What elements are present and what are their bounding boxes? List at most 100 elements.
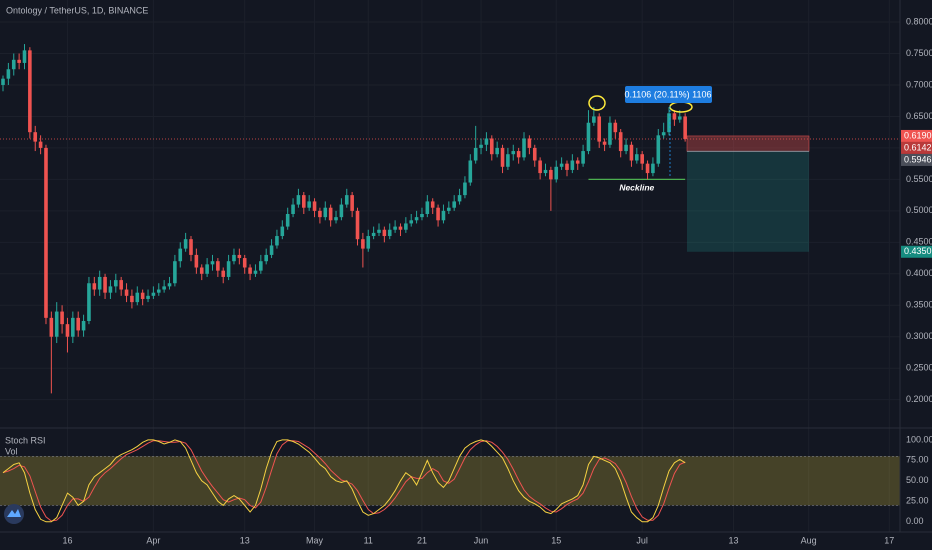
x-tick-label: Apr	[146, 535, 160, 545]
y-tick-label: 0.4500	[906, 237, 932, 247]
candle-body	[361, 239, 365, 249]
candle-body	[189, 239, 193, 255]
candle-body	[468, 160, 473, 183]
candle-body	[285, 214, 290, 227]
candle-body	[1, 78, 5, 85]
stoch-line	[2, 439, 686, 523]
candle-body	[124, 289, 129, 296]
candle-body	[538, 160, 542, 174]
candle-body	[377, 229, 381, 233]
y-tick-label: 0.4000	[906, 268, 932, 278]
x-tick-label: Jul	[636, 535, 648, 545]
candle-body	[119, 280, 123, 290]
candle-body	[114, 280, 118, 287]
last-price-label-bg	[901, 141, 932, 154]
candle-body	[162, 286, 166, 290]
candle-body	[409, 220, 414, 224]
x-tick-label: Aug	[801, 535, 817, 545]
candle-body	[522, 138, 526, 158]
candle-body	[156, 289, 161, 293]
candle-body	[677, 116, 682, 120]
candle-body	[500, 147, 505, 167]
candle-body	[237, 254, 242, 259]
stoch-band	[0, 456, 900, 506]
candle-body	[344, 195, 349, 205]
candle-body	[473, 147, 478, 161]
candle-body	[103, 276, 107, 293]
logo-icon	[7, 509, 21, 517]
candle-body	[382, 229, 387, 237]
y-tick-label: 0.2000	[906, 394, 932, 404]
y-tick-label: 0.8000	[906, 16, 932, 26]
candle-body	[60, 311, 64, 325]
y-tick-label: 0.3000	[906, 331, 932, 341]
x-tick-label: Jun	[474, 535, 489, 545]
stop-label-bg	[901, 129, 932, 142]
stoch-tick-label: 75.00	[906, 455, 929, 465]
candle-body	[216, 261, 220, 271]
candle-body	[398, 226, 403, 230]
candle-body	[183, 239, 188, 249]
neckline-label: Neckline	[619, 183, 654, 193]
candle-body	[54, 311, 59, 337]
stoch-tick-label: 0.00	[906, 516, 924, 526]
candle-body	[6, 69, 11, 79]
candle-body	[11, 59, 16, 70]
x-tick-label: May	[306, 535, 324, 545]
stoch-line	[2, 440, 686, 522]
candle-body	[135, 292, 140, 303]
candle-body	[92, 283, 97, 290]
candle-body	[167, 283, 172, 287]
candle-body	[323, 207, 328, 218]
candle-body	[559, 163, 564, 167]
y-tick-label: 0.7000	[906, 79, 932, 89]
candle-body	[393, 226, 397, 230]
x-tick-label: 13	[240, 535, 250, 545]
candle-body	[301, 195, 306, 208]
candle-body	[205, 264, 209, 274]
top-marker	[588, 95, 606, 111]
candle-body	[527, 138, 532, 148]
y-tick-label: 0.5000	[906, 205, 932, 215]
candle-body	[17, 59, 21, 63]
candle-body	[430, 201, 435, 208]
candle-body	[457, 195, 462, 202]
candle-body	[484, 138, 489, 145]
x-tick-label: 11	[364, 535, 373, 545]
candle-body	[28, 50, 32, 133]
x-tick-label: 16	[62, 535, 72, 545]
grid	[0, 0, 900, 532]
candle-body	[532, 147, 537, 161]
candle-body	[269, 245, 274, 255]
candle-body	[210, 261, 215, 265]
x-tick-label: 13	[728, 535, 738, 545]
candle-body	[420, 214, 424, 218]
candle-body	[248, 267, 252, 274]
candle-body	[33, 132, 38, 142]
candle-body	[130, 295, 134, 303]
candle-body	[549, 169, 553, 180]
measure-label: 0.1106 (20.11%) 1106	[624, 89, 711, 99]
candle-body	[328, 207, 333, 221]
candle-body	[511, 151, 516, 155]
candle-body	[506, 154, 510, 167]
candle-body	[264, 254, 268, 262]
candle-body	[602, 141, 607, 145]
x-tick-label: 21	[417, 535, 427, 545]
candle-body	[414, 217, 419, 221]
candle-body	[65, 324, 70, 337]
candle-body	[425, 201, 430, 214]
candle-body	[618, 132, 623, 152]
candle-body	[463, 182, 467, 196]
last-price-label: 0.6142	[904, 142, 932, 152]
candle-body	[613, 122, 618, 133]
y-tick-label: 0.3500	[906, 300, 932, 310]
x-tick-label: 17	[884, 535, 894, 545]
candle-body	[608, 122, 612, 145]
target-label: 0.4350	[904, 246, 932, 256]
candle-body	[640, 154, 644, 164]
candle-body	[350, 195, 354, 211]
candle-body	[565, 163, 569, 170]
